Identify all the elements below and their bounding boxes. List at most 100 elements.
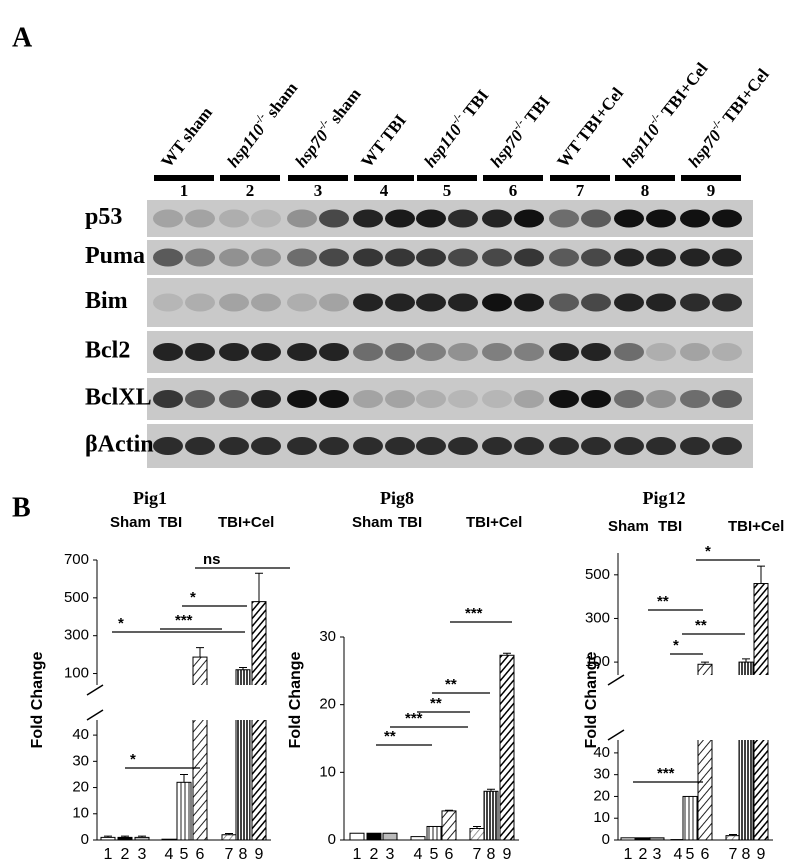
group-label: TBI+Cel	[728, 518, 784, 535]
error-bar	[138, 835, 146, 838]
band	[287, 390, 317, 408]
axis-break-gap	[612, 675, 775, 740]
bar	[117, 836, 133, 841]
condition: TBI+Cel	[657, 59, 711, 121]
y-tick-label: 30	[319, 628, 336, 645]
band	[448, 343, 478, 361]
lane-bar	[681, 175, 741, 181]
band	[614, 343, 644, 361]
x-tick-label: 9	[757, 846, 766, 863]
error-bar	[445, 809, 453, 811]
band	[514, 248, 544, 267]
band	[581, 390, 611, 408]
band	[153, 390, 183, 408]
band	[549, 248, 579, 267]
band	[482, 437, 512, 455]
band	[385, 437, 415, 455]
y-tick-label: 40	[72, 726, 89, 743]
band	[185, 293, 215, 312]
bar	[192, 656, 208, 841]
group-label: Sham	[352, 514, 393, 531]
x-tick-label: 7	[729, 846, 738, 863]
bar	[635, 837, 651, 841]
significance-label: **	[430, 695, 442, 712]
band	[712, 343, 742, 361]
error-bar	[757, 565, 765, 584]
y-tick-label: 0	[328, 831, 336, 848]
band	[287, 437, 317, 455]
error-bar	[121, 835, 129, 838]
y-tick-label: 0	[81, 831, 89, 848]
y-tick-label: 40	[593, 744, 610, 761]
band	[514, 343, 544, 361]
bar	[499, 654, 515, 841]
x-tick-label: 6	[196, 846, 205, 863]
condition: WT TBI	[357, 111, 410, 171]
band	[680, 209, 710, 228]
bar	[649, 837, 665, 841]
significance-label: *	[705, 543, 711, 560]
significance-label: **	[445, 676, 457, 693]
y-axis-label: Fold Change	[583, 651, 600, 748]
band	[614, 248, 644, 267]
significance-label: ***	[175, 612, 193, 629]
band	[514, 390, 544, 408]
y-tick-label: 30	[593, 766, 610, 783]
band	[353, 209, 383, 228]
y-tick-label: 500	[64, 589, 89, 606]
x-tick-label: 2	[370, 846, 379, 863]
gene: hsp110	[618, 120, 664, 171]
condition: TBI	[521, 92, 554, 127]
band	[614, 437, 644, 455]
band	[287, 209, 317, 228]
bar	[221, 834, 237, 841]
band	[712, 390, 742, 408]
band	[153, 437, 183, 455]
band	[680, 293, 710, 312]
band	[614, 209, 644, 228]
band	[219, 293, 249, 312]
band	[185, 209, 215, 228]
lane-label: hsp110-/-sham	[221, 77, 301, 171]
error-bar	[255, 572, 263, 602]
band	[416, 209, 446, 228]
lane-bar	[615, 175, 675, 181]
band	[448, 248, 478, 267]
protein-label: βActin	[85, 432, 154, 458]
protein-label: Puma	[85, 243, 145, 269]
x-tick-label: 3	[386, 846, 395, 863]
bar	[100, 836, 116, 841]
bar	[251, 601, 267, 841]
condition: TBI	[459, 86, 492, 121]
band	[614, 293, 644, 312]
axis-break-mark	[86, 684, 104, 721]
band	[219, 343, 249, 361]
band	[251, 209, 281, 228]
condition: TBI+Cel	[719, 65, 773, 127]
band	[319, 437, 349, 455]
band	[185, 343, 215, 361]
band	[448, 390, 478, 408]
condition: WT TBI+Cel	[553, 84, 627, 171]
group-label: TBI+Cel	[218, 514, 274, 531]
y-tick-label: 100	[64, 665, 89, 682]
group-label: Sham	[608, 518, 649, 535]
error-bar	[104, 835, 112, 838]
band	[219, 209, 249, 228]
band	[646, 343, 676, 361]
lane-number: 9	[707, 181, 716, 200]
band	[185, 390, 215, 408]
gene: hsp70	[684, 126, 725, 171]
band	[287, 293, 317, 312]
lane-label: hsp70-/-sham	[289, 83, 364, 171]
y-tick-label: 10	[72, 805, 89, 822]
x-tick-label: 2	[121, 846, 130, 863]
band	[251, 248, 281, 267]
significance-label: **	[384, 728, 396, 745]
x-tick-label: 1	[104, 846, 113, 863]
error-bar	[742, 658, 750, 663]
group-label: TBI	[658, 518, 682, 535]
y-tick-label: 0	[602, 831, 610, 848]
band	[646, 248, 676, 267]
